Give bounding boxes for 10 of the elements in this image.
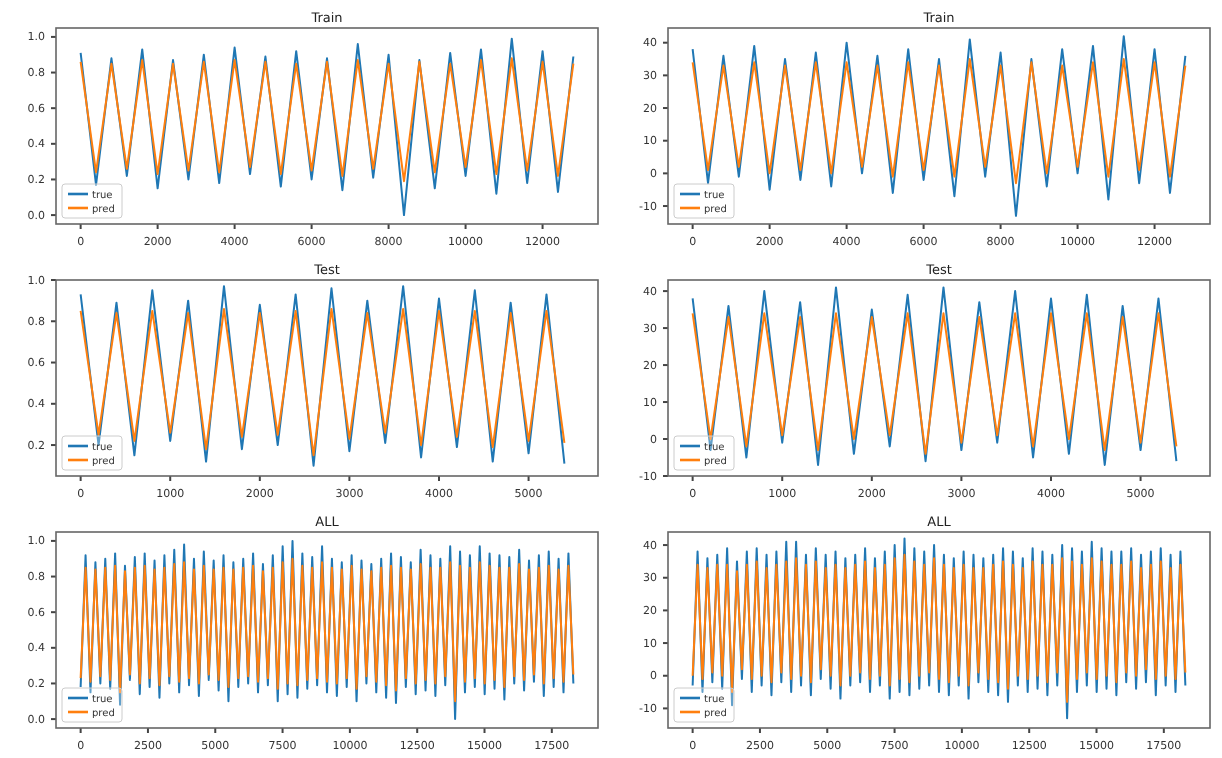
line-series — [691, 312, 1178, 455]
line-series — [79, 557, 575, 703]
line-series — [691, 58, 1187, 185]
line-series — [691, 35, 1187, 217]
line-series — [691, 553, 1187, 703]
line-series — [79, 57, 575, 183]
line-series — [79, 37, 575, 217]
line-series — [79, 285, 566, 467]
line-series — [691, 286, 1178, 466]
line-series — [79, 307, 566, 457]
